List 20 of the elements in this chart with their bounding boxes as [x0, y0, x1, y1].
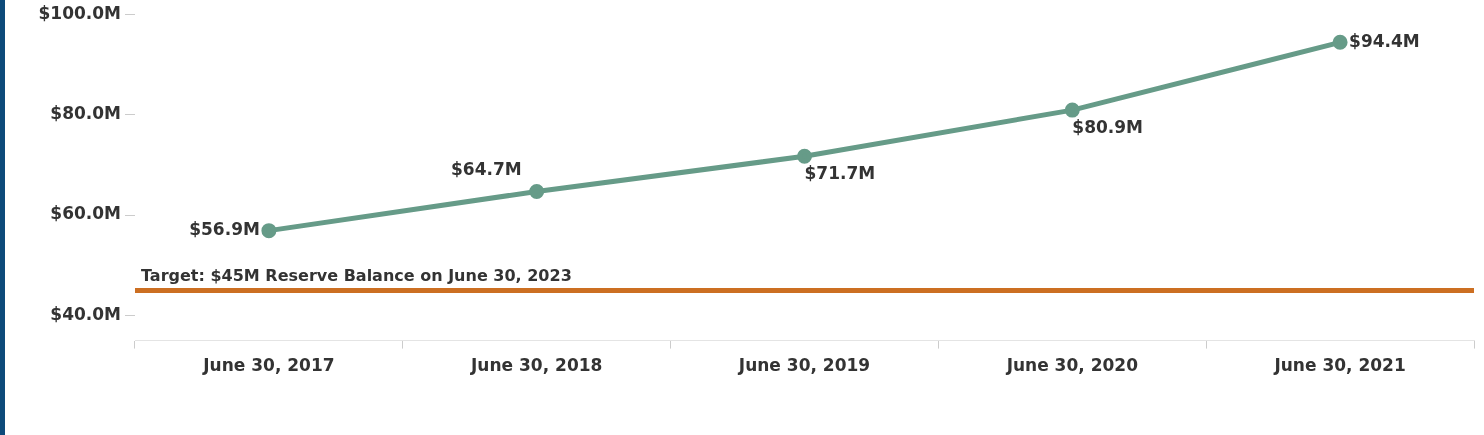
ref-line-label: Target: $45M Reserve Balance on June 30, 2023 [141, 265, 572, 285]
y-tick-label: $100.0M [38, 2, 121, 23]
point [797, 148, 812, 164]
x-tick-label: June 30, 2017 [202, 355, 335, 376]
y-tick-label: $60.0M [50, 203, 121, 224]
x-tick-label: June 30, 2018 [470, 355, 603, 376]
data-label: $94.4M [1349, 30, 1420, 51]
point [261, 223, 277, 239]
point [529, 183, 545, 199]
data-label: $64.7M [451, 159, 522, 180]
point [1332, 34, 1348, 50]
data-label: $71.7M [804, 163, 876, 184]
data-label: $56.9M [189, 219, 260, 240]
x-tick-label: June 30, 2020 [1005, 355, 1139, 376]
y-tick-label: $80.0M [50, 103, 121, 124]
y-tick-label: $40.0M [50, 303, 121, 324]
point [1064, 102, 1080, 118]
x-tick-label: June 30, 2019 [737, 355, 871, 376]
data-label: $80.9M [1072, 117, 1143, 138]
x-tick-label: June 30, 2021 [1273, 355, 1406, 376]
